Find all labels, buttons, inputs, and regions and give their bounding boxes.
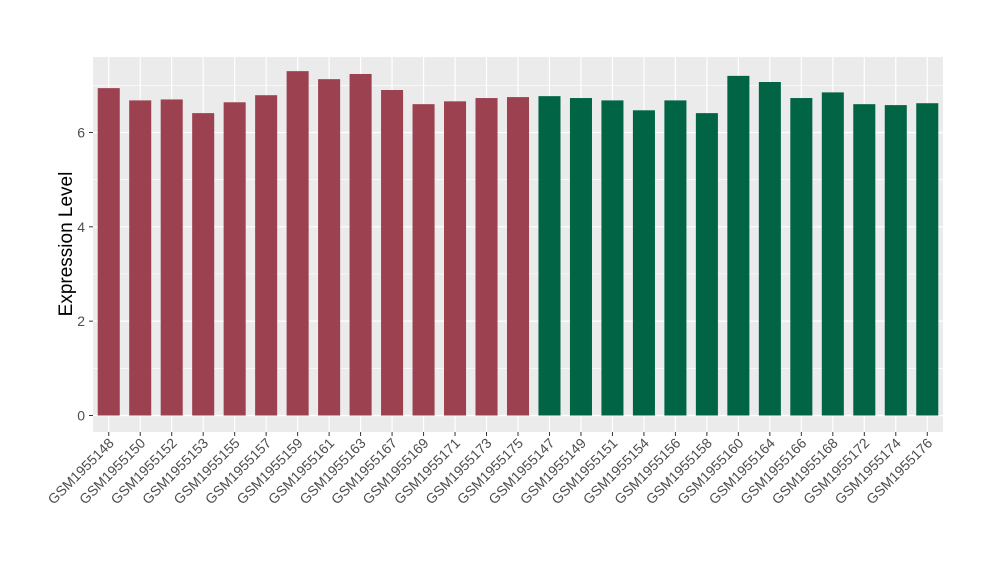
bar: [758, 82, 781, 416]
bar: [538, 96, 561, 416]
bar: [569, 98, 592, 416]
bar: [223, 102, 246, 416]
bar: [601, 100, 624, 416]
bar: [475, 98, 498, 416]
bar: [129, 100, 152, 416]
y-axis: 0 2 4 6: [77, 124, 93, 423]
bar: [695, 113, 718, 416]
bar: [632, 110, 655, 416]
bar: [97, 88, 120, 416]
y-tick-label: 6: [77, 124, 85, 140]
bar: [444, 101, 467, 416]
x-axis: GSM1955148GSM1955150GSM1955152GSM1955153…: [44, 432, 936, 507]
bar: [664, 100, 687, 416]
y-tick-label: 4: [77, 219, 85, 235]
bar: [192, 113, 215, 416]
bar: [884, 105, 907, 416]
bar: [160, 99, 183, 416]
bar: [506, 97, 530, 416]
y-tick-label: 2: [77, 313, 85, 329]
bar: [412, 104, 435, 416]
bars: [97, 71, 939, 416]
y-axis-label: Expression Level: [56, 172, 77, 317]
bar: [286, 71, 309, 416]
bar: [853, 104, 876, 416]
bar: [318, 79, 341, 416]
bar: [916, 103, 939, 416]
bar: [381, 90, 404, 416]
y-tick-label: 0: [77, 407, 85, 423]
bar: [790, 98, 813, 416]
bar: [255, 95, 278, 416]
bar: [349, 73, 372, 416]
bar: [727, 75, 750, 416]
bar: [821, 92, 844, 416]
